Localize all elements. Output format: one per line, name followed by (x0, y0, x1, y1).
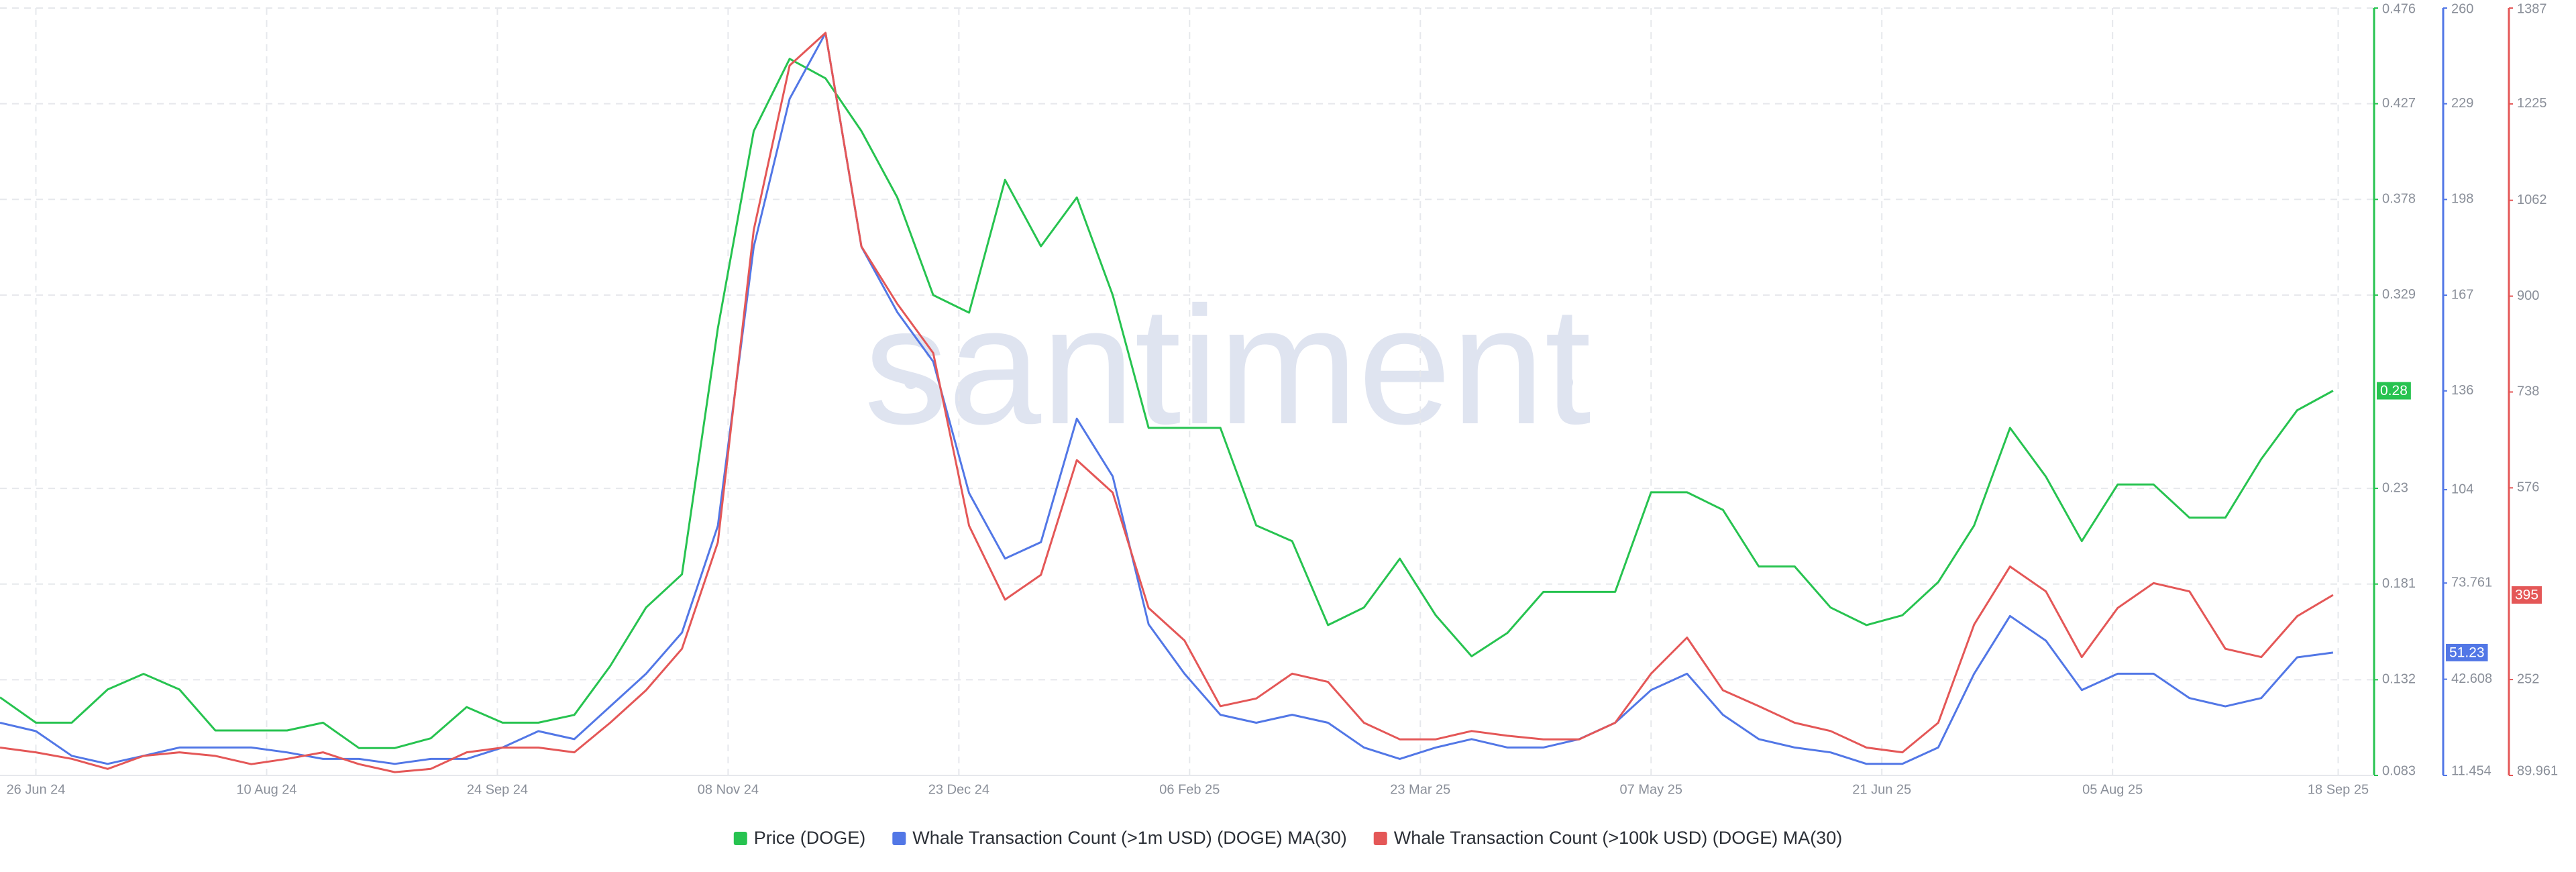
legend-swatch (892, 832, 906, 845)
value-badge (2377, 382, 2411, 400)
y-tick-label: 42.608 (2451, 671, 2492, 686)
x-tick-label: 23 Dec 24 (928, 782, 989, 797)
legend: Price (DOGE) Whale Transaction Count (>1m… (733, 828, 1842, 848)
y-tick-label: 0.132 (2382, 672, 2416, 687)
y-tick-label: 900 (2517, 288, 2539, 303)
y-tick-label: 11.454 (2451, 763, 2491, 778)
y-tick-label: 738 (2517, 384, 2539, 399)
x-tick-label: 06 Feb 25 (1159, 782, 1220, 797)
y-tick-label: 0.427 (2382, 96, 2416, 111)
x-tick-label: 07 May 25 (1620, 782, 1682, 797)
y-tick-label: 0.329 (2382, 287, 2416, 302)
y-tick-label: 136 (2451, 383, 2473, 398)
y-tick-label: 0.378 (2382, 192, 2416, 207)
series-line (0, 32, 2334, 765)
legend-label: Price (DOGE) (754, 828, 866, 848)
legend-swatch (1373, 832, 1387, 845)
value-badge-label: 51.23 (2449, 645, 2485, 660)
y-tick-label: 260 (2451, 1, 2473, 16)
legend-label: Whale Transaction Count (>100k USD) (DOG… (1394, 828, 1842, 848)
value-badge-label: 0.28 (2380, 383, 2408, 398)
y-tick-label: 252 (2517, 671, 2539, 686)
legend-swatch (733, 832, 747, 845)
y-tick-label: 576 (2517, 480, 2539, 495)
x-tick-label: 26 Jun 24 (7, 782, 66, 797)
y-tick-label: 0.476 (2382, 1, 2416, 16)
x-tick-label: 21 Jun 25 (1852, 782, 1911, 797)
y-tick-label: 1062 (2517, 193, 2547, 207)
x-tick-label: 24 Sep 24 (467, 782, 528, 797)
y-tick-label: 0.23 (2382, 480, 2408, 495)
legend-label: Whale Transaction Count (>1m USD) (DOGE)… (912, 828, 1346, 848)
x-tick-label: 05 Aug 25 (2082, 782, 2143, 797)
x-tick-label: 18 Sep 25 (2308, 782, 2369, 797)
watermark: santiment (864, 272, 1591, 459)
value-badge-label: 395 (2515, 587, 2538, 602)
y-tick-label: 198 (2451, 192, 2473, 207)
y-tick-label: 0.181 (2382, 576, 2416, 591)
x-tick-label: 10 Aug 24 (236, 782, 297, 797)
y-tick-label: 89.961 (2517, 763, 2558, 778)
y-tick-label: 1225 (2517, 96, 2547, 111)
value-badge (2446, 643, 2488, 661)
watermark-dot (904, 376, 918, 389)
y-tick-label: 104 (2451, 482, 2473, 496)
y-tick-label: 73.761 (2451, 575, 2492, 590)
value-badge (2512, 586, 2542, 604)
series-line (0, 32, 2334, 773)
y-tick-label: 167 (2451, 287, 2473, 302)
y-tick-label: 1387 (2517, 1, 2547, 16)
series-line (0, 58, 2334, 749)
x-tick-label: 08 Nov 24 (698, 782, 759, 797)
x-tick-label: 23 Mar 25 (1390, 782, 1450, 797)
y-tick-label: 0.083 (2382, 763, 2416, 778)
watermark-dot (1560, 376, 1573, 389)
y-tick-label: 229 (2451, 96, 2473, 111)
